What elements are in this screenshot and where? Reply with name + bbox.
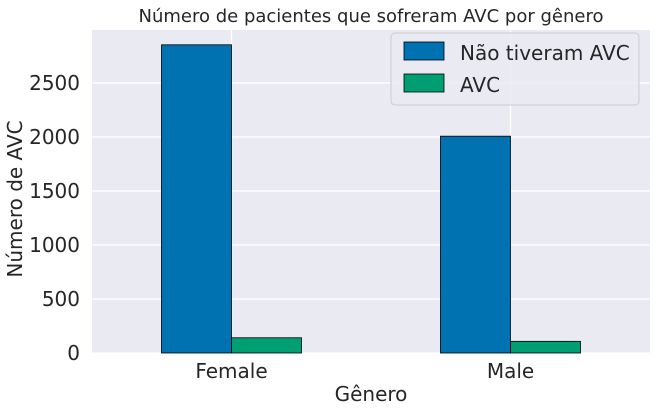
- bar-female-series-1: [161, 44, 232, 354]
- y-axis-label: Número de AVC: [3, 120, 27, 277]
- y-tick-label: 0: [67, 341, 80, 365]
- x-tick-labels: Female Male: [195, 359, 534, 383]
- bars: [161, 44, 581, 354]
- y-tick-label: 1500: [29, 179, 80, 203]
- legend-label-avc: AVC: [460, 73, 500, 97]
- chart-title: Número de pacientes que sofreram AVC por…: [139, 6, 604, 27]
- legend-label-nao-tiveram-avc: Não tiveram AVC: [460, 41, 630, 65]
- legend: Não tiveram AVC AVC: [390, 32, 640, 106]
- x-axis-label: Gênero: [335, 382, 408, 406]
- bar-male-series-1: [440, 135, 511, 354]
- y-tick-labels: 0 500 1000 1500 2000 2500: [29, 71, 80, 365]
- x-tick-label: Female: [195, 359, 267, 383]
- y-tick-label: 1000: [29, 233, 80, 257]
- y-tick-label: 2500: [29, 71, 80, 95]
- y-tick-label: 500: [42, 287, 80, 311]
- bar-male-series-2: [510, 340, 581, 354]
- legend-box: [390, 32, 640, 106]
- bar-female-series-2: [231, 337, 302, 354]
- y-tick-label: 2000: [29, 125, 80, 149]
- x-tick-label: Male: [487, 359, 534, 383]
- legend-swatch-nao-tiveram-avc: [403, 41, 445, 61]
- legend-swatch-avc: [403, 73, 445, 93]
